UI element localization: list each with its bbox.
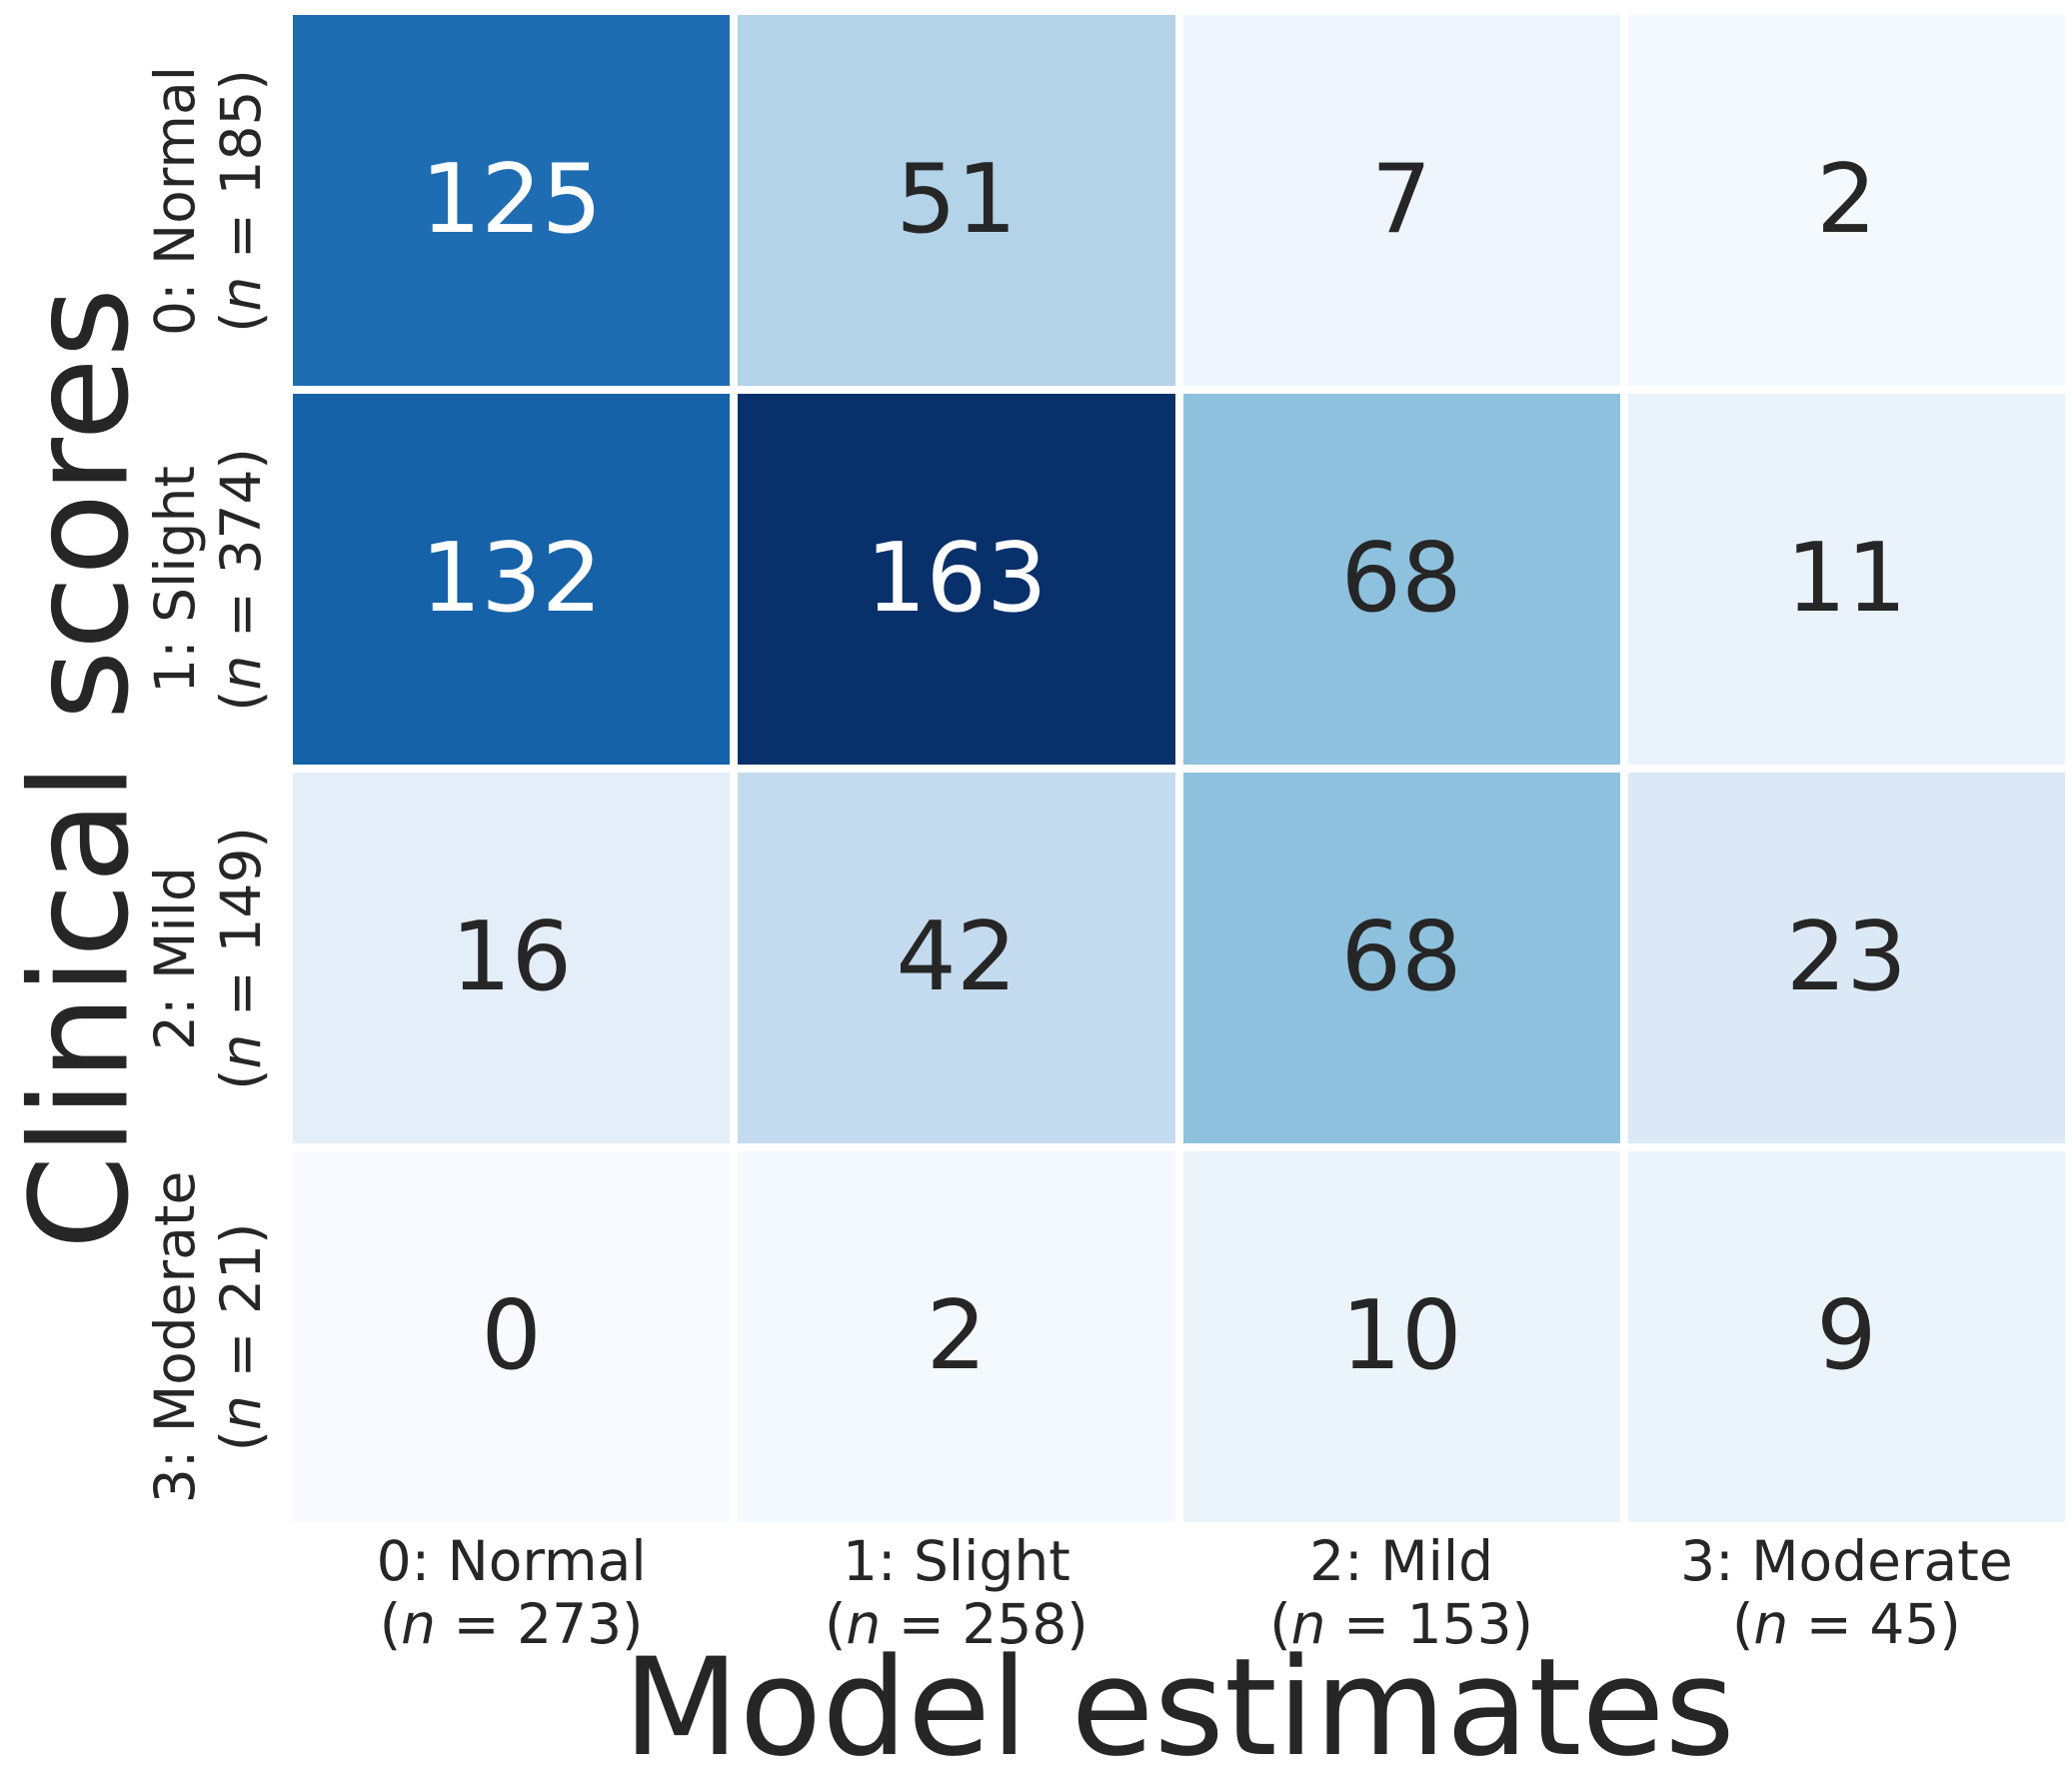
y-tick-label-1: 1: Slight (n = 374) <box>128 394 288 765</box>
heatmap-cell-r2c2: 68 <box>1182 773 1620 1143</box>
heatmap-cell-r0c1: 51 <box>738 15 1175 386</box>
y-tick-label-2: 2: Mild (n = 149) <box>128 773 288 1143</box>
y-tick-label-3: 3: Moderate (n = 21) <box>128 1151 288 1522</box>
heatmap-cell-r0c0: 125 <box>293 15 731 386</box>
heatmap-cell-r3c2: 10 <box>1182 1151 1620 1522</box>
heatmap-cell-r1c2: 68 <box>1182 394 1620 765</box>
y-tick-label-text: 3: Moderate (n = 21) <box>143 1170 273 1503</box>
heatmap-cell-r3c1: 2 <box>738 1151 1175 1522</box>
x-tick-label-1: 1: Slight (n = 258) <box>824 1529 1088 1656</box>
heatmap-cell-r2c3: 23 <box>1627 773 2065 1143</box>
heatmap-cell-r2c1: 42 <box>738 773 1175 1143</box>
heatmap-cell-r3c0: 0 <box>293 1151 731 1522</box>
heatmap-cell-r1c1: 163 <box>738 394 1175 765</box>
y-tick-label-text: 0: Normal (n = 185) <box>143 65 273 336</box>
heatmap-cell-r0c2: 7 <box>1182 15 1620 386</box>
y-tick-label-text: 1: Slight (n = 374) <box>143 447 273 712</box>
x-tick-label-0: 0: Normal (n = 273) <box>376 1529 647 1656</box>
heatmap-cell-r2c0: 16 <box>293 773 731 1143</box>
y-tick-label-text: 2: Mild (n = 149) <box>143 826 273 1090</box>
heatmap-grid: 125 51 7 2 132 163 68 11 16 42 68 23 0 2 10 9 <box>293 15 2065 1522</box>
heatmap-cell-r1c3: 11 <box>1627 394 2065 765</box>
heatmap-cell-r3c3: 9 <box>1627 1151 2065 1522</box>
y-tick-label-0: 0: Normal (n = 185) <box>128 15 288 386</box>
x-tick-label-3: 3: Moderate (n = 45) <box>1680 1529 2013 1656</box>
x-tick-label-2: 2: Mild (n = 153) <box>1269 1529 1534 1656</box>
heatmap-cell-r1c0: 132 <box>293 394 731 765</box>
x-axis-title: Model estimates <box>623 1629 1735 1775</box>
heatmap-cell-r0c3: 2 <box>1627 15 2065 386</box>
